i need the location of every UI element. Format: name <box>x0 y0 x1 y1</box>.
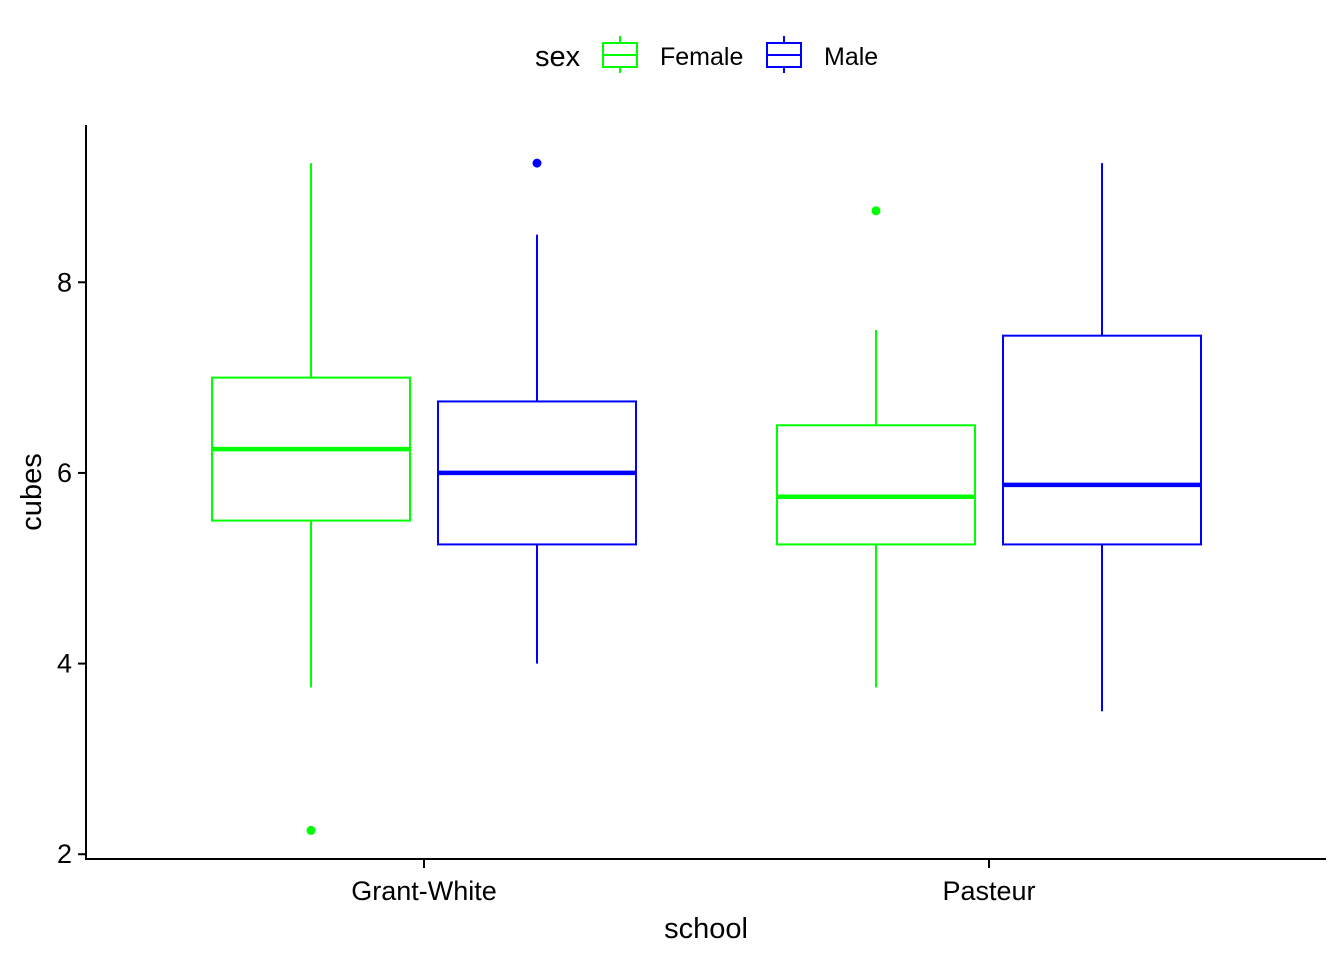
y-tick-label: 8 <box>57 267 72 297</box>
y-axis-ticks: 2 4 6 8 <box>57 267 86 869</box>
x-axis-title: school <box>664 913 748 945</box>
legend-key-male <box>766 36 802 73</box>
y-tick-label: 6 <box>57 458 72 488</box>
legend-entry-male: Male <box>766 36 878 73</box>
box-iqr <box>776 424 976 546</box>
x-tick-label: Grant-White <box>351 876 497 906</box>
legend-label: Female <box>660 43 743 71</box>
y-axis-title: cubes <box>16 453 48 530</box>
box-male-grant-white <box>437 158 637 664</box>
legend-label: Male <box>824 43 878 71</box>
outlier-point <box>871 206 881 216</box>
outlier-point <box>306 825 316 835</box>
x-tick-label: Pasteur <box>942 876 1035 906</box>
legend: sex Female Male <box>535 36 878 73</box>
box-iqr <box>1002 334 1202 546</box>
x-axis-ticks: Grant-White Pasteur <box>351 860 1036 906</box>
box-female-pasteur <box>776 206 976 688</box>
outlier-point <box>532 158 542 168</box>
y-tick-label: 4 <box>57 649 72 679</box>
plot-area <box>211 158 1202 835</box>
box-male-pasteur <box>1002 163 1202 712</box>
y-tick-label: 2 <box>57 839 72 869</box>
legend-entry-female: Female <box>602 36 743 73</box>
box-female-grant-white <box>211 163 411 835</box>
legend-title: sex <box>535 41 581 73</box>
legend-key-female <box>602 36 638 73</box>
